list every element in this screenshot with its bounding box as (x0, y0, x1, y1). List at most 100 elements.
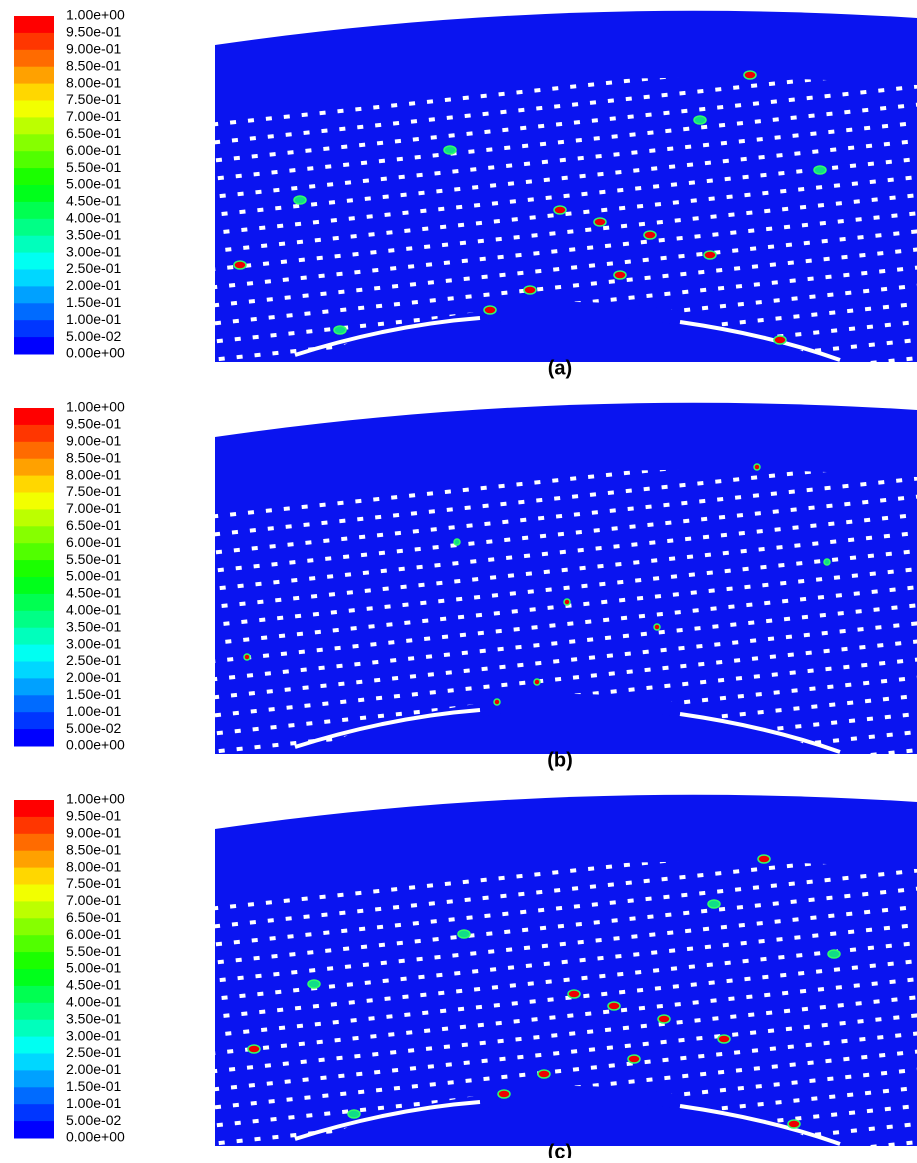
phase-spot (444, 146, 456, 154)
colorbar-label: 1.00e+00 (66, 399, 125, 415)
colorbar-band (14, 16, 54, 33)
colorbar-band (14, 1003, 54, 1020)
colorbar-band (14, 101, 54, 118)
phase-spot (594, 218, 606, 226)
colorbar-band (14, 885, 54, 902)
colorbar-label: 6.50e-01 (66, 909, 121, 925)
colorbar-label: 2.50e-01 (66, 1044, 121, 1060)
colorbar-label: 7.50e-01 (66, 91, 121, 107)
colorbar-band (14, 729, 54, 746)
colorbar-label: 1.00e-01 (66, 1095, 121, 1111)
colorbar-label: 1.00e-01 (66, 703, 121, 719)
colorbar-band (14, 185, 54, 202)
colorbar-band (14, 952, 54, 969)
phase-spot (564, 599, 570, 605)
colorbar-band (14, 935, 54, 952)
colorbar-label: 8.50e-01 (66, 57, 121, 73)
colorbar-band (14, 611, 54, 628)
colorbar-label: 5.50e-01 (66, 551, 121, 567)
colorbar-band (14, 151, 54, 168)
colorbar-band (14, 219, 54, 236)
caption: (c) (548, 1141, 572, 1158)
colorbar-label: 9.50e-01 (66, 24, 121, 40)
colorbar-band (14, 459, 54, 476)
panel: 1.00e+009.50e-019.00e-018.50e-018.00e-01… (14, 791, 917, 1158)
colorbar-band (14, 168, 54, 185)
phase-spot (704, 251, 716, 259)
colorbar-label: 2.00e-01 (66, 1061, 121, 1077)
colorbar-band (14, 594, 54, 611)
colorbar-band (14, 800, 54, 817)
colorbar-label: 1.50e-01 (66, 686, 121, 702)
caption: (b) (547, 749, 573, 771)
colorbar-band (14, 50, 54, 67)
phase-spot (248, 1045, 260, 1053)
colorbar-band (14, 851, 54, 868)
phase-spot (234, 261, 246, 269)
colorbar-label: 2.00e-01 (66, 669, 121, 685)
phase-spot (554, 206, 566, 214)
colorbar-label: 7.00e-01 (66, 108, 121, 124)
phase-spot (494, 699, 500, 705)
colorbar-band (14, 202, 54, 219)
phase-spot (538, 1070, 550, 1078)
phase-spot (308, 980, 320, 988)
colorbar-label: 1.00e+00 (66, 7, 125, 23)
phase-spot (744, 71, 756, 79)
colorbar-label: 6.50e-01 (66, 125, 121, 141)
colorbar-label: 4.00e-01 (66, 602, 121, 618)
colorbar-label: 5.50e-01 (66, 943, 121, 959)
colorbar-band (14, 320, 54, 337)
colorbar-label: 9.50e-01 (66, 416, 121, 432)
colorbar-band (14, 577, 54, 594)
phase-spot (718, 1035, 730, 1043)
colorbar-band (14, 712, 54, 729)
colorbar-band (14, 236, 54, 253)
phase-spot (524, 286, 536, 294)
colorbar-label: 5.00e-02 (66, 720, 121, 736)
colorbar-band (14, 1070, 54, 1087)
colorbar-band (14, 442, 54, 459)
colorbar-label: 7.00e-01 (66, 892, 121, 908)
caption: (a) (548, 357, 572, 379)
colorbar-band (14, 868, 54, 885)
colorbar-label: 7.50e-01 (66, 875, 121, 891)
colorbar-label: 6.00e-01 (66, 534, 121, 550)
colorbar-label: 0.00e+00 (66, 1129, 125, 1145)
phase-spot (244, 654, 250, 660)
colorbar-label: 7.50e-01 (66, 483, 121, 499)
colorbar-label: 4.50e-01 (66, 585, 121, 601)
phase-spot (294, 196, 306, 204)
colorbar-label: 4.50e-01 (66, 977, 121, 993)
phase-spot (458, 930, 470, 938)
colorbar-band (14, 509, 54, 526)
colorbar-band (14, 901, 54, 918)
colorbar-label: 9.00e-01 (66, 825, 121, 841)
colorbar-label: 0.00e+00 (66, 345, 125, 361)
phase-spot (694, 116, 706, 124)
phase-spot (498, 1090, 510, 1098)
colorbar-band (14, 67, 54, 84)
colorbar-band (14, 1087, 54, 1104)
phase-spot (454, 539, 460, 545)
colorbar-label: 6.00e-01 (66, 926, 121, 942)
colorbar-band (14, 117, 54, 134)
phase-spot (708, 900, 720, 908)
colorbar-label: 1.50e-01 (66, 294, 121, 310)
colorbar-band (14, 33, 54, 50)
colorbar-band (14, 270, 54, 287)
phase-spot (814, 166, 826, 174)
colorbar-label: 8.50e-01 (66, 841, 121, 857)
colorbar-label: 8.00e-01 (66, 466, 121, 482)
colorbar-label: 2.50e-01 (66, 260, 121, 276)
colorbar-label: 9.00e-01 (66, 433, 121, 449)
colorbar-label: 2.00e-01 (66, 277, 121, 293)
colorbar-band (14, 560, 54, 577)
colorbar-label: 0.00e+00 (66, 737, 125, 753)
phase-spot (774, 336, 786, 344)
colorbar-band (14, 1121, 54, 1138)
colorbar-label: 5.50e-01 (66, 159, 121, 175)
colorbar-label: 4.50e-01 (66, 193, 121, 209)
phase-spot (534, 679, 540, 685)
colorbar-band (14, 1020, 54, 1037)
